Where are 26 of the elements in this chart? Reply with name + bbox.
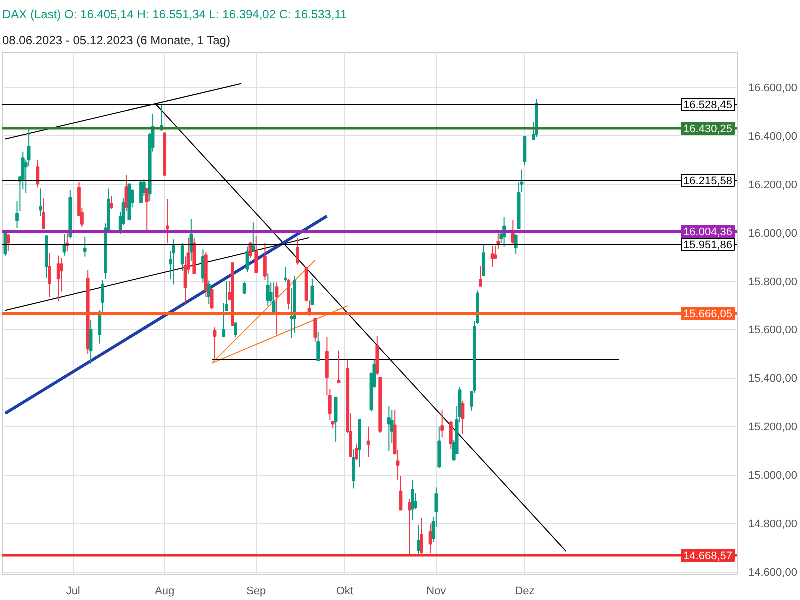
y-tick-label: 15.200,00 [748,422,798,434]
y-tick-label: 16.200,00 [748,179,798,192]
y-tick-label: 15.800,00 [748,276,798,288]
x-tick-label: Okt [336,586,354,598]
chart-title: DAX (Last) O: 16.405,14 H: 16.551,34 L: 16.394,02 C: 16.533,11 [2,8,348,22]
y-tick-label: 15.400,00 [748,373,798,386]
y-tick-label: 16.000,00 [748,228,798,240]
ref-line-label: 15.666,05 [684,308,732,321]
ref-line-label: 14.668,57 [684,550,732,562]
y-tick-label: 16.600,00 [748,82,798,94]
ref-line-label: 16.528,45 [684,100,732,112]
chart-subtitle: 08.06.2023 - 05.12.2023 (6 Monate, 1 Tag) [2,34,230,48]
ref-line-label: 16.004,36 [684,226,732,239]
x-tick-label: Dez [515,586,535,598]
y-tick-label: 14.600,00 [748,567,798,580]
ref-line-label: 15.951,86 [684,239,732,252]
y-tick-label: 15.600,00 [748,324,798,337]
ref-line-label: 16.215,58 [684,176,732,188]
y-tick-label: 16.400,00 [748,130,798,143]
x-tick-label: Aug [155,586,175,598]
ref-line-label: 16.430,25 [684,124,732,136]
y-tick-label: 14.800,00 [748,518,798,531]
x-tick-label: Sep [246,586,266,598]
y-tick-label: 15.000,00 [748,470,798,482]
x-tick-label: Nov [426,586,447,598]
x-tick-label: Jul [66,586,80,598]
